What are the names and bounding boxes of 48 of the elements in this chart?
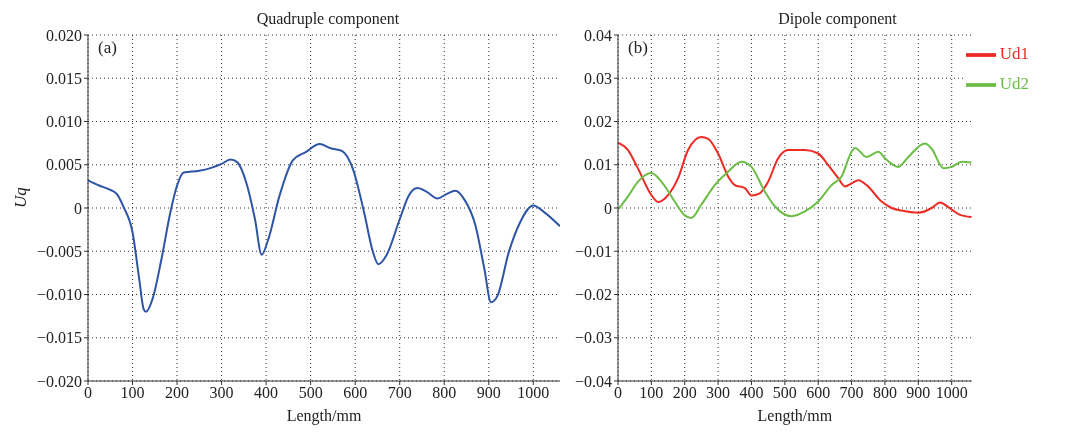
y-tick-label: 0 — [604, 199, 612, 217]
y-tick-label: −0.04 — [574, 372, 612, 390]
x-tick-label: 800 — [432, 384, 457, 402]
y-tick-label: 0.01 — [584, 156, 612, 174]
x-tick-label: 1000 — [517, 384, 550, 402]
y-tick-label: −0.03 — [574, 329, 612, 347]
y-tick-label: 0.020 — [46, 26, 82, 44]
y-tick-label: 0.005 — [46, 156, 82, 174]
chart-title: Dipole component — [778, 10, 897, 27]
y-tick-label: 0.02 — [584, 113, 612, 131]
x-tick-label: 500 — [298, 384, 323, 402]
chart-title: Quadruple component — [256, 10, 400, 27]
x-tick-label: 900 — [476, 384, 501, 402]
legend-label: Ud2 — [999, 73, 1029, 93]
annotation: (a) — [98, 38, 117, 58]
x-tick-label: 600 — [343, 384, 368, 402]
x-tick-label: 700 — [839, 384, 864, 402]
x-tick-label: 1000 — [935, 384, 968, 402]
y-tick-label: 0.04 — [584, 26, 612, 44]
y-tick-label: 0.010 — [46, 113, 82, 131]
y-tick-label: −0.02 — [574, 286, 612, 304]
y-tick-label: −0.010 — [36, 286, 82, 304]
x-axis-title: Length/mm — [757, 407, 833, 425]
x-tick-label: 100 — [120, 384, 145, 402]
x-axis-title: Length/mm — [286, 407, 362, 425]
y-tick-label: −0.01 — [574, 242, 612, 260]
legend-label: Ud1 — [999, 43, 1029, 63]
x-tick-label: 700 — [387, 384, 412, 402]
x-tick-label: 900 — [906, 384, 931, 402]
x-tick-label: 200 — [672, 384, 697, 402]
x-tick-label: 200 — [165, 384, 190, 402]
x-tick-label: 300 — [706, 384, 731, 402]
x-tick-label: 300 — [209, 384, 234, 402]
x-tick-label: 500 — [772, 384, 797, 402]
y-tick-label: −0.015 — [36, 329, 82, 347]
x-tick-label: 400 — [739, 384, 764, 402]
line-series — [88, 142, 560, 313]
y-tick-label: 0 — [74, 199, 82, 217]
y-axis-title: Uq — [11, 186, 31, 208]
x-tick-label: 600 — [806, 384, 831, 402]
x-tick-label: 100 — [639, 384, 664, 402]
x-tick-label: 400 — [254, 384, 279, 402]
y-tick-label: −0.005 — [36, 242, 82, 260]
y-tick-label: −0.020 — [36, 372, 82, 390]
x-tick-label: 800 — [872, 384, 897, 402]
y-tick-label: 0.03 — [584, 69, 612, 87]
annotation: (b) — [628, 38, 648, 58]
y-tick-label: 0.015 — [46, 69, 82, 87]
